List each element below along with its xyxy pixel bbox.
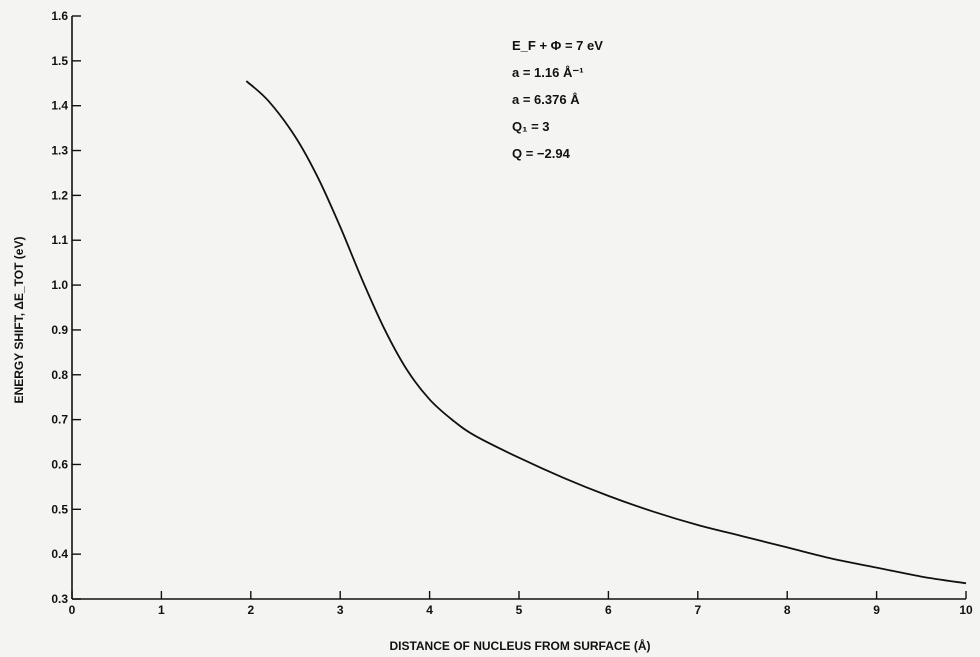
y-tick-label: 0.6 [51,457,68,471]
y-tick-label: 0.9 [51,323,68,337]
y-tick-label: 0.8 [51,368,68,382]
x-tick-label: 4 [426,603,433,617]
y-tick-label: 1.3 [51,144,68,158]
y-tick-label: 0.3 [51,592,68,606]
y-tick-label: 0.5 [51,502,68,516]
y-tick-label: 0.7 [51,413,68,427]
x-tick-label: 8 [784,603,791,617]
y-tick-label: 1.6 [51,9,68,23]
annotation-2: a = 6.376 Å [512,92,580,107]
x-tick-label: 9 [873,603,880,617]
y-tick-label: 0.4 [51,547,68,561]
annotation-4: Q = −2.94 [512,146,571,161]
data-series [245,80,967,585]
annotation-3: Q₁ = 3 [512,119,550,134]
x-axis-title: DISTANCE OF NUCLEUS FROM SURFACE (Å) [389,638,650,653]
x-tick-label: 7 [694,603,701,617]
energy-shift-curve [245,80,967,585]
y-axis-title: ENERGY SHIFT, ΔE_TOT (eV) [12,237,26,404]
y-tick-label: 1.5 [51,54,68,68]
y-tick-label: 1.0 [51,278,68,292]
x-tick-label: 10 [959,603,973,617]
x-tick-label: 3 [337,603,344,617]
x-tick-label: 6 [605,603,612,617]
x-tick-label: 2 [247,603,254,617]
x-tick-label: 0 [69,603,76,617]
y-tick-label: 1.2 [51,188,68,202]
x-tick-label: 1 [158,603,165,617]
ticks: 0 1 2 3 4 5 6 7 8 9 10 0.3 0.4 0.5 0.6 0.7 0.8 0.9 1.0 1.1 1… [51,9,973,617]
y-tick-label: 1.4 [51,99,68,113]
y-tick-label: 1.1 [51,233,68,247]
annotation-1: a = 1.16 Å⁻¹ [512,65,584,80]
parameter-annotations: E_F + Φ = 7 eV a = 1.16 Å⁻¹ a = 6.376 Å Q₁ … [512,38,603,161]
annotation-0: E_F + Φ = 7 eV [512,38,603,53]
x-tick-label: 5 [516,603,523,617]
